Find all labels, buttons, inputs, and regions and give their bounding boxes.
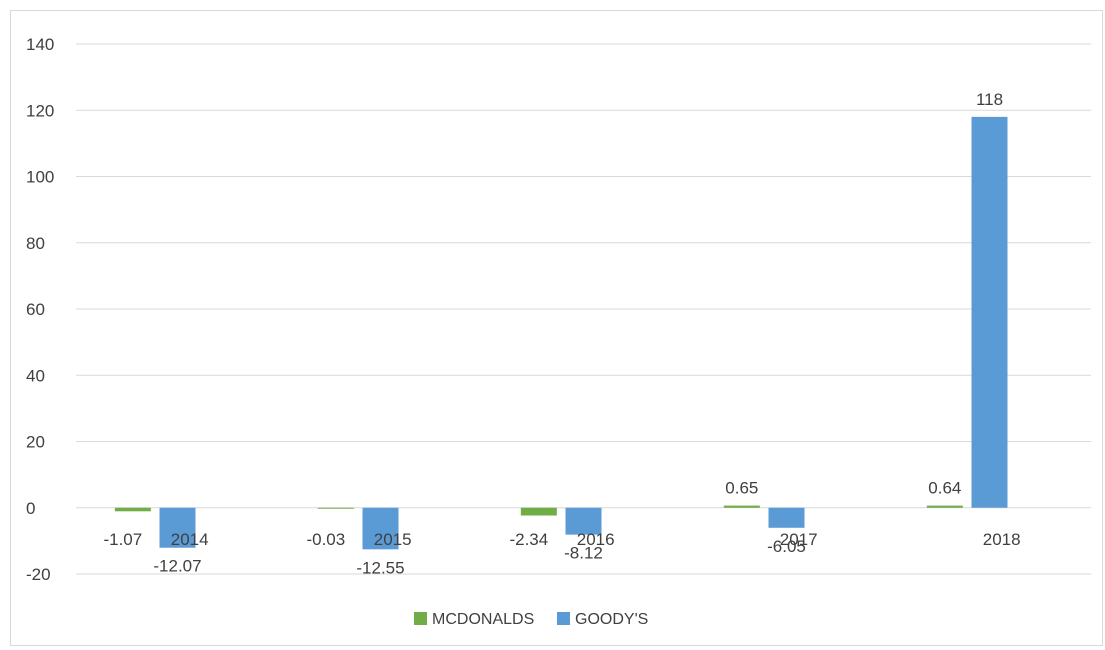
x-tick-label: 2015: [374, 530, 412, 549]
data-labels: -1.07 -0.03 -2.34 0.65 0.64 -12.07 -12.55 -8.12…: [103, 90, 1003, 577]
bar-mcdonalds-2016: [520, 507, 557, 516]
x-tick-label: 2016: [577, 530, 615, 549]
x-tick-label: 2014: [171, 530, 209, 549]
data-label-mcdonalds: -2.34: [509, 530, 548, 549]
bar-mcdonalds-2018: [926, 505, 963, 508]
bars: [114, 116, 1008, 550]
gridlines: [76, 43, 1091, 575]
legend-swatch: [414, 612, 427, 625]
data-label-goody-s: -6.05: [767, 537, 806, 556]
y-tick-label: 40: [26, 366, 45, 385]
data-label-mcdonalds: -1.07: [103, 530, 142, 549]
y-tick-label: 140: [26, 35, 54, 54]
data-label-mcdonalds: 0.65: [725, 479, 758, 498]
y-tick-label: 100: [26, 168, 54, 187]
data-label-goody-s: -12.07: [153, 557, 201, 576]
legend: MCDONALDS GOODY'S: [414, 611, 648, 628]
data-label-goody-s: -12.55: [356, 558, 404, 577]
y-tick-label: 0: [26, 499, 35, 518]
y-tick-label: 20: [26, 433, 45, 452]
x-tick-label: 2017: [780, 530, 818, 549]
y-axis-ticks: -20 0 20 40 60 80 100 120 140: [26, 35, 54, 584]
y-tick-label: 60: [26, 300, 45, 319]
bar-mcdonalds-2017: [723, 505, 760, 508]
data-label-mcdonalds: -0.03: [306, 530, 345, 549]
bar-goody-s-2018: [971, 116, 1008, 508]
bar-goody-s-2015: [362, 507, 399, 550]
y-tick-label: -20: [26, 565, 51, 584]
y-tick-label: 120: [26, 101, 54, 120]
legend-label: MCDONALDS: [432, 611, 534, 628]
legend-swatch: [557, 612, 570, 625]
bar-mcdonalds-2014: [114, 507, 151, 512]
bar-mcdonalds-2015: [317, 507, 354, 509]
x-tick-label: 2018: [983, 530, 1021, 549]
data-label-goody-s: 118: [976, 90, 1003, 109]
y-tick-label: 80: [26, 234, 45, 253]
data-label-mcdonalds: 0.64: [928, 479, 961, 498]
data-label-goody-s: -8.12: [564, 544, 603, 563]
x-axis-ticks: 2014 2015 2016 2017 2018: [171, 530, 1021, 549]
legend-label: GOODY'S: [575, 611, 648, 628]
chart-frame: -20 0 20 40 60 80 100 120 140 2014 2015 2016 2017 20…: [10, 10, 1103, 646]
bar-goody-s-2014: [159, 507, 196, 548]
bar-goody-s-2017: [768, 507, 805, 528]
bar-goody-s-2016: [565, 507, 602, 535]
